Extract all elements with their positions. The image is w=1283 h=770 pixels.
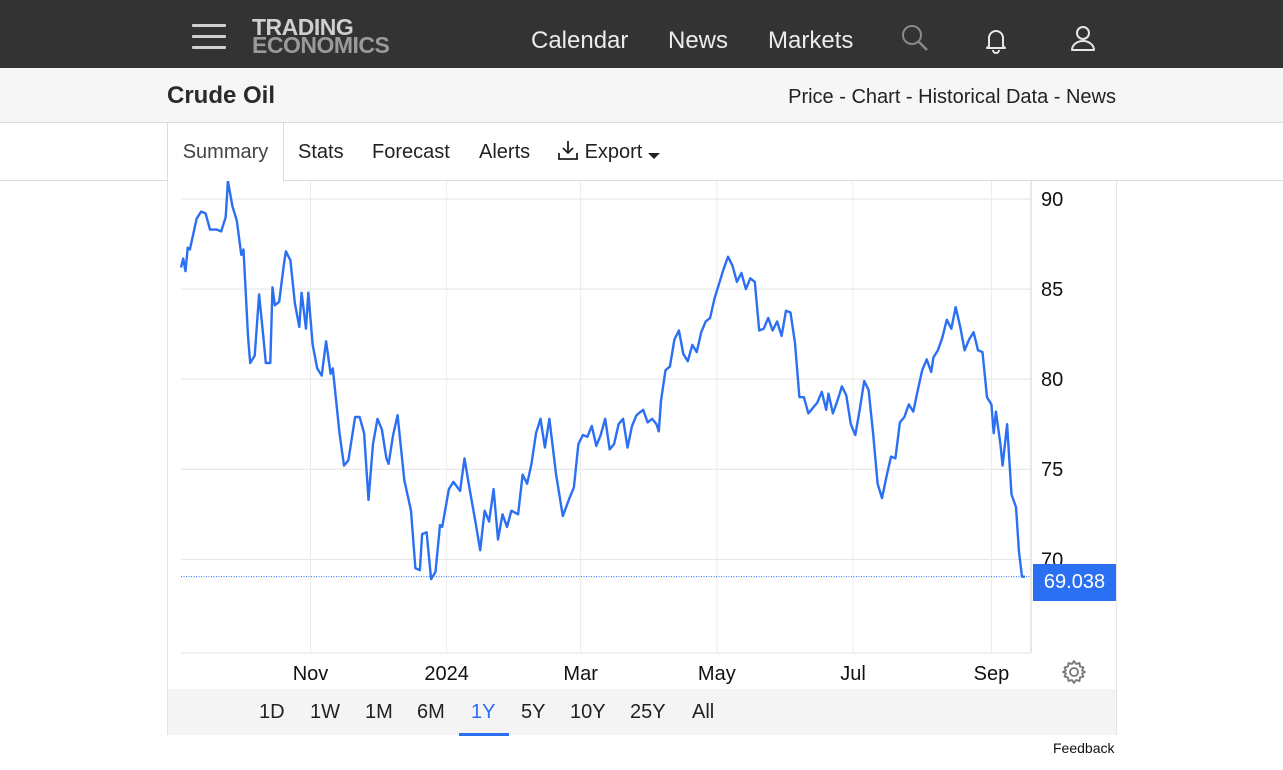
nav-calendar[interactable]: Calendar	[531, 27, 629, 54]
y-tick-label: 80	[1041, 369, 1063, 391]
tab-stats[interactable]: Stats	[298, 141, 344, 163]
y-tick-label: 85	[1041, 279, 1063, 301]
bell-icon[interactable]	[982, 26, 1012, 56]
page-title: Crude Oil	[167, 82, 276, 109]
range-25y[interactable]: 25Y	[630, 701, 666, 723]
logo-line2: ECONOMICS	[252, 32, 390, 58]
search-icon[interactable]	[900, 23, 930, 53]
x-tick-label: Sep	[974, 663, 1010, 685]
nav-news[interactable]: News	[668, 27, 729, 54]
range-10y[interactable]: 10Y	[570, 701, 606, 723]
series-line	[179, 181, 1025, 581]
range-6m[interactable]: 6M	[417, 701, 445, 723]
link-price[interactable]: Price	[788, 86, 834, 108]
x-tick-label: Mar	[563, 663, 598, 685]
y-tick-label: 75	[1041, 459, 1063, 481]
top-nav: TRADING ECONOMICS Calendar News Markets	[0, 0, 1283, 68]
separator: -	[1048, 86, 1066, 108]
chart-panel: 70 75 80 85 90 Nov 2024 Mar May Jul Sep 69.038 1D …	[167, 181, 1117, 736]
x-tick-label: Nov	[293, 663, 329, 685]
link-chart[interactable]: Chart	[851, 86, 901, 108]
range-1d[interactable]: 1D	[259, 701, 285, 723]
nav-markets[interactable]: Markets	[768, 27, 854, 54]
link-historical-data[interactable]: Historical Data	[918, 86, 1049, 108]
range-all[interactable]: All	[692, 701, 715, 723]
menu-icon[interactable]	[192, 24, 226, 52]
range-selector: 1D 1W 1M 6M 1Y 5Y 10Y 25Y All	[168, 689, 1116, 736]
caret-down-icon	[647, 141, 660, 163]
range-1w[interactable]: 1W	[310, 701, 340, 723]
quick-links: Price - Chart - Historical Data - News	[788, 86, 1116, 109]
gear-icon[interactable]	[1061, 659, 1087, 685]
download-icon	[557, 141, 579, 163]
range-1y[interactable]: 1Y	[471, 701, 496, 723]
link-news[interactable]: News	[1065, 86, 1116, 108]
logo-line1: TRADING	[252, 14, 354, 40]
range-5y[interactable]: 5Y	[521, 701, 546, 723]
tab-bar: Summary Stats Forecast Alerts Export	[0, 123, 1283, 182]
export-label: Export	[584, 141, 643, 163]
tab-forecast[interactable]: Forecast	[372, 141, 450, 163]
tab-alerts[interactable]: Alerts	[479, 141, 531, 163]
user-icon[interactable]	[1069, 24, 1099, 54]
logo[interactable]: TRADING ECONOMICS	[252, 14, 390, 58]
title-bar: Crude Oil Price - Chart - Historical Dat…	[0, 68, 1283, 123]
current-price-badge: 69.038	[1033, 564, 1116, 601]
x-tick-label: Jul	[840, 663, 866, 685]
active-range-indicator	[459, 733, 509, 736]
range-1m[interactable]: 1M	[365, 701, 393, 723]
tab-export[interactable]: Export	[557, 123, 660, 181]
tab-summary[interactable]: Summary	[167, 123, 284, 182]
y-tick-label: 90	[1041, 189, 1063, 211]
x-tick-label: May	[698, 663, 736, 685]
separator: -	[900, 86, 919, 108]
x-tick-label: 2024	[424, 663, 469, 685]
separator: -	[833, 86, 852, 108]
feedback-link[interactable]: Feedback	[1053, 740, 1115, 756]
